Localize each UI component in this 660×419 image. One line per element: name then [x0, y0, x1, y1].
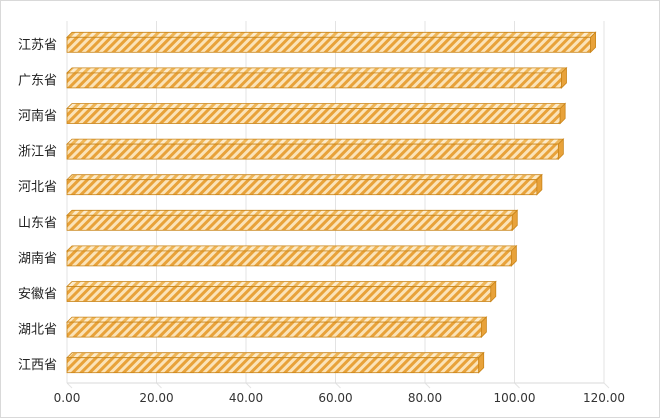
- bars: [66, 31, 597, 374]
- category-label: 江西省: [18, 358, 57, 373]
- bar: [66, 138, 565, 161]
- bar-top-face: [66, 174, 543, 181]
- bar: [66, 316, 488, 339]
- bar-top-face: [66, 316, 488, 323]
- bar-top-face: [66, 245, 518, 252]
- bar-top-face: [66, 103, 567, 109]
- bar-end-face: [557, 138, 564, 161]
- x-tick-label: 0.00: [54, 391, 81, 405]
- bar: [66, 102, 567, 125]
- bar: [66, 351, 485, 374]
- grid-floor-line: [245, 382, 252, 389]
- bar-top-face: [66, 209, 519, 216]
- bar-front-face: [66, 214, 513, 231]
- x-tick-label: 100.00: [494, 391, 536, 405]
- bar-end-face: [511, 209, 518, 232]
- grid-floor-line: [514, 382, 520, 389]
- bar-front-face: [66, 321, 482, 338]
- grid-floor-line: [424, 382, 431, 389]
- bar-front-face: [66, 36, 591, 53]
- bar-top-face: [66, 67, 568, 74]
- bar-front-face: [66, 72, 562, 89]
- bar-top-face: [66, 31, 597, 38]
- bar-front-face: [66, 108, 561, 124]
- category-label: 河南省: [18, 108, 57, 124]
- bar-end-face: [478, 351, 485, 374]
- bar-front-face: [66, 250, 512, 267]
- category-label: 江苏省: [18, 37, 57, 53]
- bar-end-face: [510, 244, 517, 267]
- bar-front-face: [66, 179, 538, 196]
- bar-top-face: [66, 138, 565, 145]
- category-label: 安徽省: [18, 287, 57, 302]
- bar: [66, 244, 518, 267]
- bar: [66, 66, 568, 89]
- category-label: 广东省: [18, 73, 57, 88]
- category-label: 河北省: [18, 180, 57, 195]
- bar-end-face: [590, 31, 596, 54]
- x-tick-label: 20.00: [139, 391, 173, 405]
- bar: [66, 209, 519, 232]
- x-tick-label: 60.00: [318, 391, 352, 405]
- grid-floor-line: [156, 382, 162, 389]
- x-axis-tick-labels: 0.00 20.00 40.00 60.00 80.00 100.00 120.00: [54, 391, 625, 405]
- grid-floor-line: [603, 382, 610, 389]
- bar: [66, 173, 543, 196]
- bar-end-face: [480, 316, 487, 339]
- grid-floor-line: [66, 382, 73, 389]
- bar-top-face: [66, 281, 497, 287]
- x-tick-label: 120.00: [583, 391, 625, 405]
- category-label: 湖南省: [18, 250, 57, 266]
- bar: [66, 31, 597, 54]
- bar: [66, 280, 497, 303]
- category-label: 山东省: [18, 216, 57, 231]
- bar-end-face: [559, 102, 566, 125]
- grid-floor-line: [335, 382, 341, 389]
- bar-end-face: [490, 280, 497, 303]
- category-label: 浙江省: [18, 145, 57, 160]
- x-tick-label: 80.00: [408, 391, 442, 405]
- category-label: 湖北省: [18, 323, 57, 338]
- bar-front-face: [66, 143, 559, 160]
- bar-front-face: [66, 357, 480, 374]
- x-tick-label: 40.00: [229, 391, 263, 405]
- bar-top-face: [66, 352, 485, 359]
- bar-end-face: [561, 66, 567, 89]
- bar-front-face: [66, 286, 492, 302]
- bar-end-face: [536, 173, 543, 196]
